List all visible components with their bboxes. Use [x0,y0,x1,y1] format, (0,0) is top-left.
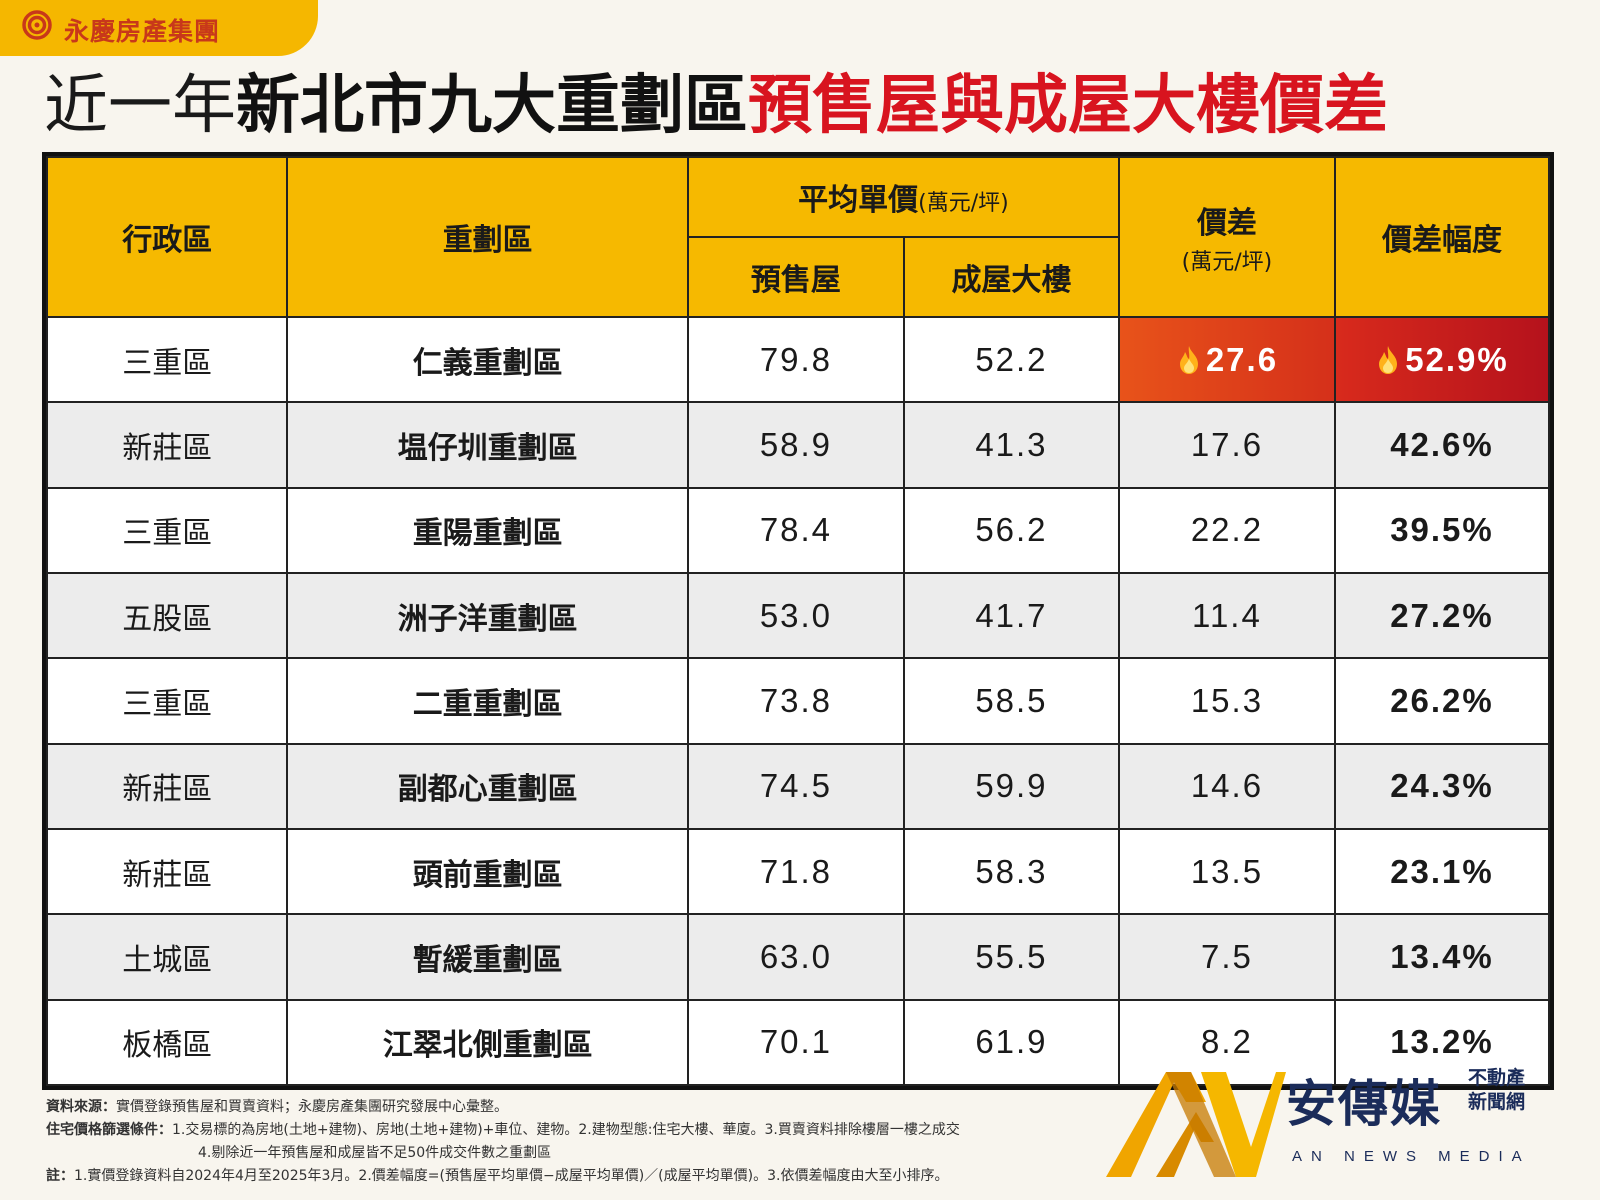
cell-zone: 重陽重劃區 [286,486,689,574]
cell-diff-pct: 27.2% [1333,571,1551,660]
cell-existing: 52.2 [902,315,1120,404]
cell-diff-pct: 52.9% [1333,315,1551,404]
header-existing: 成屋大樓 [902,236,1120,318]
table-row: 三重區 二重重劃區 73.8 58.5 15.3 26.2% [45,657,1551,745]
table-row: 新莊區 頭前重劃區 71.8 58.3 13.5 23.1% [45,827,1551,916]
brand-name: 永慶房產集團 [64,17,221,46]
table-row: 三重區 仁義重劃區 79.8 52.2 27.6 52.9% [45,315,1551,404]
table-row: 土城區 暫緩重劃區 63.0 55.5 7.5 13.4% [45,913,1551,1001]
cell-zone: 洲子洋重劃區 [286,571,689,660]
note-criteria-2: 4.剔除近一年預售屋和成屋皆不足50件成交件數之重劃區 [198,1145,552,1161]
cell-existing: 61.9 [902,998,1120,1087]
cell-zone: 塭仔圳重劃區 [286,401,689,489]
cell-existing: 41.3 [902,401,1120,489]
footnotes: 資料來源：實價登錄預售屋和買賣資料；永慶房產集團研究發展中心彙整。 住宅價格篩選… [46,1096,1146,1188]
an-logo-icon [1106,1072,1286,1177]
table-row: 新莊區 副都心重劃區 74.5 59.9 14.6 24.3% [45,742,1551,830]
note-source: 資料來源：實價登錄預售屋和買賣資料；永慶房產集團研究發展中心彙整。 [46,1099,508,1115]
cell-presale: 74.5 [686,742,905,830]
watermark-cn: 安傳媒 [1286,1075,1442,1133]
cell-zone: 二重重劃區 [286,657,689,745]
cell-diff: 14.6 [1117,742,1336,830]
cell-presale: 71.8 [686,827,905,916]
table-row: 新莊區 塭仔圳重劃區 58.9 41.3 17.6 42.6% [45,401,1551,489]
cell-diff-pct: 42.6% [1333,401,1551,489]
cell-district: 土城區 [45,913,289,1001]
cell-existing: 58.3 [902,827,1120,916]
cell-presale: 78.4 [686,486,905,574]
cell-diff-pct: 39.5% [1333,486,1551,574]
flame-icon [1179,345,1198,374]
title-part-1: 近一年 [44,69,236,143]
price-table-container: 行政區 重劃區 平均單價(萬元/坪) 價差 (萬元/坪) 價差幅度 預售屋 成屋大… [42,152,1554,1090]
cell-district: 三重區 [45,315,289,404]
cell-zone: 仁義重劃區 [286,315,689,404]
cell-diff-pct: 13.4% [1333,913,1551,1001]
header-avg-price-unit: (萬元/坪) [918,191,1009,216]
cell-diff-pct: 23.1% [1333,827,1551,916]
note-criteria: 住宅價格篩選條件：1.交易標的為房地(土地+建物)、房地(土地+建物)+車位、建… [46,1122,960,1138]
cell-district: 新莊區 [45,827,289,916]
cell-diff: 17.6 [1117,401,1336,489]
watermark-logo: 安傳媒 不動產 新聞網 AN NEWS MEDIA [1096,1052,1566,1192]
cell-diff-pct-value: 52.9% [1405,340,1509,378]
flame-icon [1379,345,1398,374]
page-title: 近一年新北市九大重劃區預售屋與成屋大樓價差 [44,66,1564,146]
table-row: 三重區 重陽重劃區 78.4 56.2 22.2 39.5% [45,486,1551,574]
cell-diff-pct: 13.2% [1333,998,1551,1087]
cell-presale: 58.9 [686,401,905,489]
cell-diff: 22.2 [1117,486,1336,574]
title-part-3: 預售屋與成屋大樓價差 [748,69,1388,143]
cell-district: 新莊區 [45,401,289,489]
cell-diff-value: 27.6 [1205,340,1279,378]
cell-district: 新莊區 [45,742,289,830]
cell-existing: 59.9 [902,742,1120,830]
cell-diff: 11.4 [1117,571,1336,660]
cell-zone: 暫緩重劃區 [286,913,689,1001]
cell-zone: 副都心重劃區 [286,742,689,830]
header-district: 行政區 [45,156,289,318]
cell-presale: 79.8 [686,315,905,404]
header-diff-unit: (萬元/坪) [1181,250,1273,275]
cell-diff: 7.5 [1117,913,1336,1001]
watermark-cn-small: 不動產 新聞網 [1468,1067,1526,1113]
watermark-en: AN NEWS MEDIA [1292,1148,1531,1165]
cell-diff: 15.3 [1117,657,1336,745]
cell-diff: 27.6 [1117,315,1336,404]
cell-diff-pct: 24.3% [1333,742,1551,830]
header-zone: 重劃區 [286,156,689,318]
cell-diff: 8.2 [1117,998,1336,1087]
header-presale: 預售屋 [686,236,905,318]
cell-presale: 63.0 [686,913,905,1001]
cell-presale: 53.0 [686,571,905,660]
cell-district: 三重區 [45,486,289,574]
cell-presale: 73.8 [686,657,905,745]
cell-diff-pct: 26.2% [1333,657,1551,745]
cell-district: 三重區 [45,657,289,745]
cell-existing: 41.7 [902,571,1120,660]
cell-diff: 13.5 [1117,827,1336,916]
cell-zone: 頭前重劃區 [286,827,689,916]
cell-district: 板橋區 [45,998,289,1087]
header-diff: 價差 (萬元/坪) [1117,156,1336,318]
cell-existing: 55.5 [902,913,1120,1001]
table-row: 板橋區 江翠北側重劃區 70.1 61.9 8.2 13.2% [45,998,1551,1087]
cell-existing: 56.2 [902,486,1120,574]
note-footnote: 註：1.實價登錄資料自2024年4月至2025年3月。2.價差幅度=(預售屋平均… [46,1168,949,1184]
cell-presale: 70.1 [686,998,905,1087]
header-diff-pct: 價差幅度 [1333,156,1551,318]
brand-tab: 永慶房產集團 [0,0,318,56]
header-avg-price: 平均單價(萬元/坪) [686,156,1120,238]
price-table: 行政區 重劃區 平均單價(萬元/坪) 價差 (萬元/坪) 價差幅度 預售屋 成屋大… [45,156,1551,1087]
cell-zone: 江翠北側重劃區 [286,998,689,1087]
cell-existing: 58.5 [902,657,1120,745]
table-row: 五股區 洲子洋重劃區 53.0 41.7 11.4 27.2% [45,571,1551,660]
cell-district: 五股區 [45,571,289,660]
title-part-2: 新北市九大重劃區 [236,69,748,143]
spiral-logo-icon [22,10,52,40]
